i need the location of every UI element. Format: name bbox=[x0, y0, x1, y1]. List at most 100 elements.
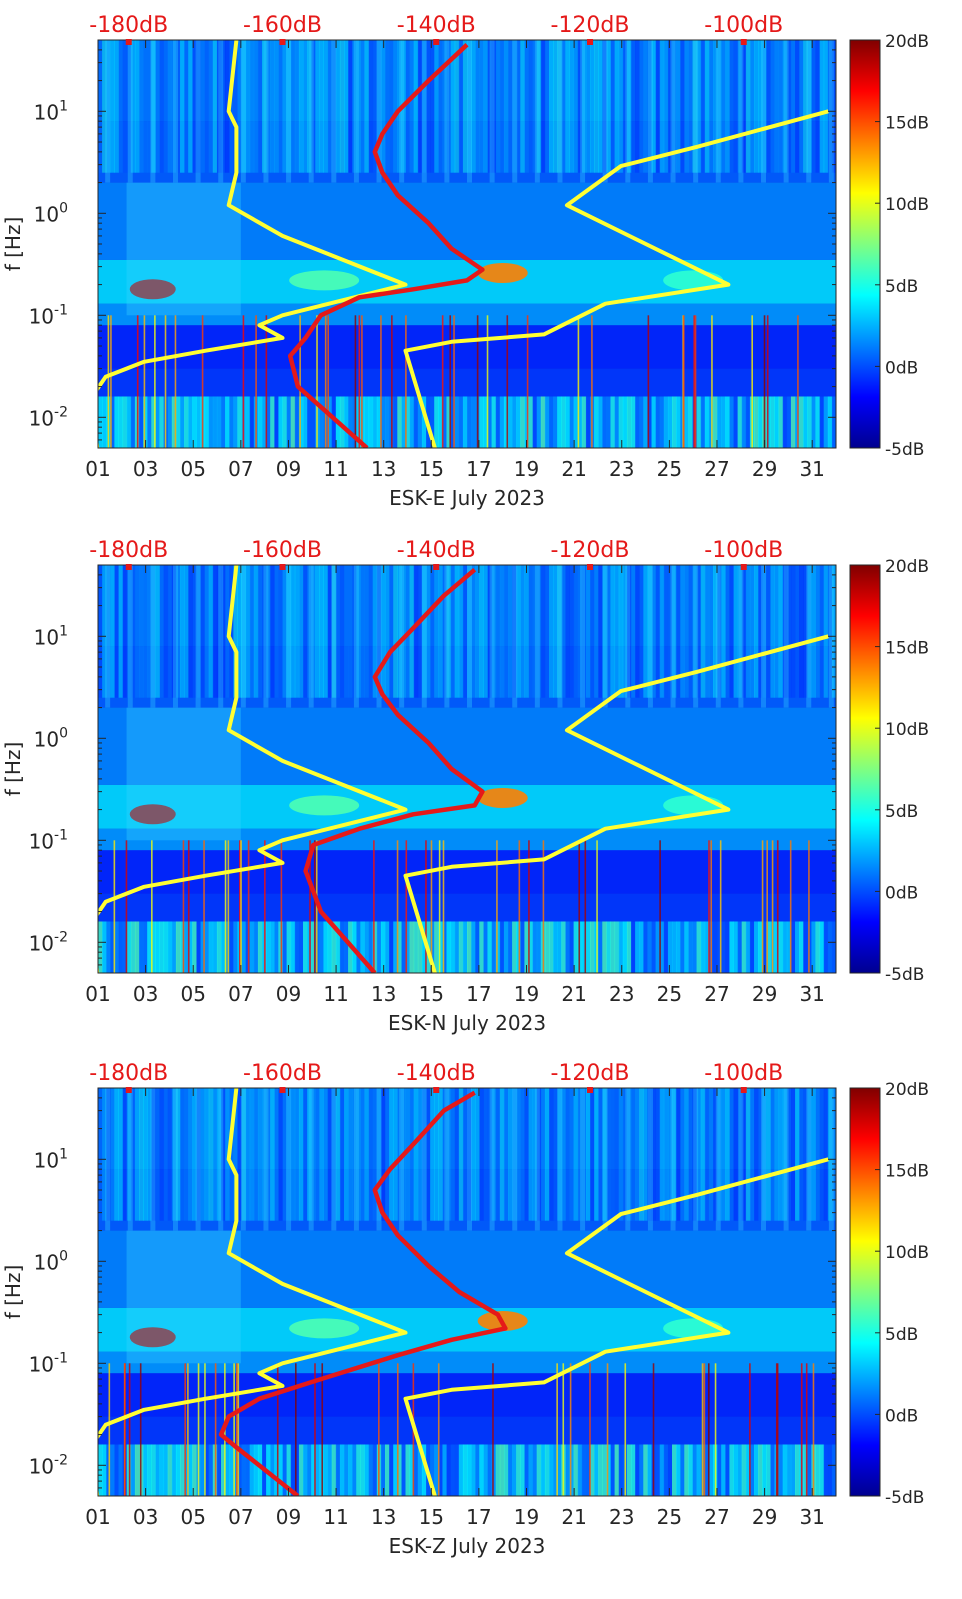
top-db-label: -100dB bbox=[704, 13, 783, 38]
x-tick-label: 17 bbox=[466, 1505, 491, 1529]
x-tick-label: 01 bbox=[85, 1505, 110, 1529]
x-axis-label: ESK-E July 2023 bbox=[389, 486, 545, 510]
x-axis: 01 03 05 07 09 11 13 15 17 19 21 23 25 27 29 31 bbox=[85, 40, 825, 481]
colorbar-label: 20dB bbox=[885, 1080, 929, 1100]
x-tick-label: 23 bbox=[609, 1505, 634, 1529]
top-db-tick bbox=[587, 39, 593, 45]
x-tick-label: 27 bbox=[704, 982, 729, 1006]
noise-model-line-2 bbox=[403, 634, 829, 973]
colorbar-gradient bbox=[849, 564, 881, 974]
spectrogram bbox=[98, 1088, 836, 1496]
x-tick-label: 13 bbox=[371, 457, 396, 481]
y-axis: 10-2 10-1 100 101 bbox=[29, 1087, 836, 1497]
x-tick-label: 13 bbox=[371, 982, 396, 1006]
x-axis-label: ESK-Z July 2023 bbox=[389, 1534, 546, 1558]
x-axis: 01 03 05 07 09 11 13 15 17 19 21 23 25 27 29 31 bbox=[85, 565, 825, 1006]
noise-model-line-2 bbox=[403, 109, 829, 448]
psd-line-3 bbox=[218, 1090, 508, 1496]
top-db-tick bbox=[125, 1087, 132, 1093]
top-db-tick bbox=[740, 1087, 747, 1093]
x-tick-label: 23 bbox=[609, 982, 634, 1006]
top-db-tick bbox=[740, 39, 747, 45]
x-axis: 01 03 05 07 09 11 13 15 17 19 21 23 25 27 29 31 bbox=[85, 1088, 825, 1529]
colorbar: 20dB 15dB 10dB 5dB 0dB -5dB bbox=[849, 1080, 929, 1508]
top-db-tick bbox=[433, 564, 440, 570]
x-tick-label: 09 bbox=[276, 982, 301, 1006]
y-axis-label: f [Hz] bbox=[1, 217, 25, 272]
x-tick-label: 31 bbox=[799, 457, 824, 481]
colorbar-label: 20dB bbox=[885, 32, 929, 52]
x-tick-label: 19 bbox=[514, 1505, 539, 1529]
y-tick-label: 100 bbox=[34, 725, 68, 751]
top-db-label: -160dB bbox=[243, 13, 322, 38]
panel-1: 10-2 10-1 100 101 f [Hz] 01 03 05 07 09 11 13 15 17 19… bbox=[1, 13, 929, 510]
colorbar-label: -5dB bbox=[885, 440, 924, 460]
y-tick-label: 100 bbox=[34, 1248, 68, 1274]
top-db-label: -120dB bbox=[551, 538, 630, 563]
x-tick-label: 03 bbox=[133, 457, 158, 481]
colorbar-label: 0dB bbox=[885, 883, 918, 903]
x-tick-label: 11 bbox=[323, 457, 348, 481]
colorbar-label: 15dB bbox=[885, 114, 929, 134]
x-tick-label: 19 bbox=[514, 457, 539, 481]
y-tick-label: 10-2 bbox=[29, 1452, 68, 1478]
noise-model-line-1 bbox=[98, 40, 408, 448]
x-tick-label: 25 bbox=[657, 1505, 682, 1529]
x-axis-label: ESK-N July 2023 bbox=[388, 1011, 546, 1035]
x-tick-label: 07 bbox=[228, 457, 253, 481]
top-db-tick bbox=[433, 1087, 440, 1093]
top-db-axis: -180dB -160dB -140dB -120dB -100dB bbox=[89, 538, 783, 570]
y-axis-label: f [Hz] bbox=[1, 1265, 25, 1320]
top-db-tick bbox=[740, 564, 747, 570]
y-tick-label: 10-1 bbox=[29, 1350, 68, 1376]
top-db-label: -100dB bbox=[704, 1061, 783, 1086]
x-tick-label: 15 bbox=[419, 457, 444, 481]
x-tick-label: 17 bbox=[466, 982, 491, 1006]
colorbar: 20dB 15dB 10dB 5dB 0dB -5dB bbox=[849, 32, 929, 460]
colorbar-label: 15dB bbox=[885, 1162, 929, 1182]
x-tick-label: 23 bbox=[609, 457, 634, 481]
colorbar-label: -5dB bbox=[885, 965, 924, 985]
y-tick-label: 101 bbox=[34, 1146, 68, 1172]
spectrogram bbox=[98, 565, 836, 973]
x-tick-label: 25 bbox=[657, 457, 682, 481]
noise-model-line-1 bbox=[98, 565, 408, 973]
x-tick-label: 05 bbox=[180, 982, 205, 1006]
panel-3: 10-2 10-1 100 101 f [Hz] 01 03 05 07 09 11 13 15 17 19… bbox=[1, 1061, 929, 1558]
top-db-tick bbox=[433, 39, 440, 45]
y-tick-label: 10-1 bbox=[29, 302, 68, 328]
spectrogram bbox=[98, 40, 836, 448]
top-db-label: -100dB bbox=[704, 538, 783, 563]
top-db-tick bbox=[279, 39, 286, 45]
x-tick-label: 03 bbox=[133, 982, 158, 1006]
colorbar-label: 5dB bbox=[885, 1325, 918, 1345]
top-db-axis: -180dB -160dB -140dB -120dB -100dB bbox=[89, 13, 783, 45]
x-tick-label: 29 bbox=[752, 1505, 777, 1529]
top-db-label: -180dB bbox=[89, 13, 168, 38]
top-db-label: -120dB bbox=[551, 1061, 630, 1086]
colorbar-label: 10dB bbox=[885, 195, 929, 215]
y-axis-label: f [Hz] bbox=[1, 742, 25, 797]
top-db-label: -180dB bbox=[89, 1061, 168, 1086]
top-db-tick bbox=[279, 564, 286, 570]
x-tick-label: 29 bbox=[752, 982, 777, 1006]
colorbar-label: 0dB bbox=[885, 358, 918, 378]
x-tick-label: 05 bbox=[180, 457, 205, 481]
noise-model-line-1 bbox=[98, 1088, 408, 1496]
x-tick-label: 03 bbox=[133, 1505, 158, 1529]
panel-2: 10-2 10-1 100 101 f [Hz] 01 03 05 07 09 11 13 15 17 19… bbox=[1, 538, 929, 1035]
y-tick-label: 101 bbox=[34, 98, 68, 124]
x-tick-label: 01 bbox=[85, 457, 110, 481]
colorbar-label: 0dB bbox=[885, 1406, 918, 1426]
x-tick-label: 11 bbox=[323, 1505, 348, 1529]
top-db-label: -120dB bbox=[551, 13, 630, 38]
colorbar-label: 5dB bbox=[885, 802, 918, 822]
x-tick-label: 07 bbox=[228, 1505, 253, 1529]
colorbar-gradient bbox=[849, 39, 881, 449]
colorbar-label: 5dB bbox=[885, 277, 918, 297]
colorbar-label: 20dB bbox=[885, 557, 929, 577]
x-tick-label: 15 bbox=[419, 1505, 444, 1529]
top-db-label: -140dB bbox=[397, 1061, 476, 1086]
x-tick-label: 31 bbox=[799, 1505, 824, 1529]
